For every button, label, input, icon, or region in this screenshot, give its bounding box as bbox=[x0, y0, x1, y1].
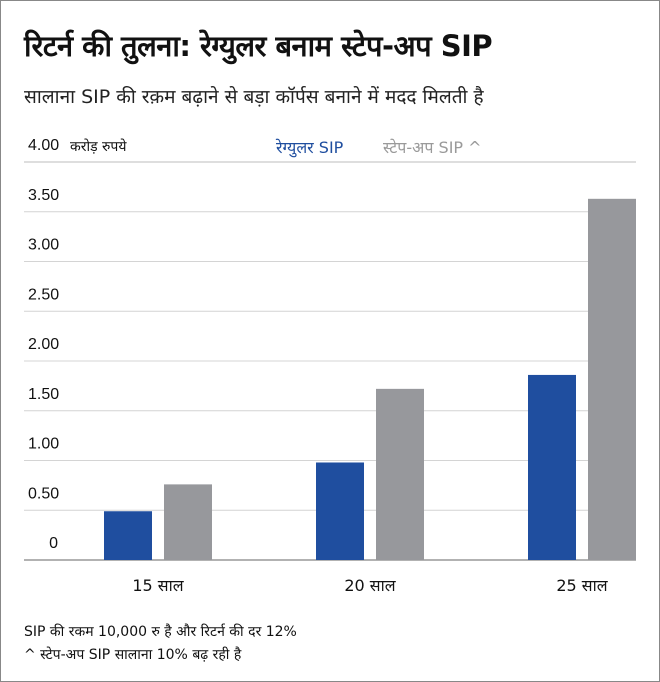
y-tick-label: 0.50 bbox=[28, 485, 59, 502]
y-tick-label: 2.00 bbox=[28, 336, 59, 353]
bar-regular-2 bbox=[528, 374, 576, 560]
bar-regular-1 bbox=[316, 462, 364, 560]
bar-step-up-0 bbox=[164, 484, 212, 560]
footnote-sip-amount: SIP की रकम 10,000 रु है और रिटर्न की दर … bbox=[24, 624, 297, 640]
chart-title: रिटर्न की तुलना: रेग्युलर बनाम स्टेप-अप … bbox=[24, 29, 493, 63]
legend-step-up-sip: स्टेप-अप SIP ^ bbox=[383, 138, 482, 157]
y-tick-label: 3.00 bbox=[28, 237, 59, 254]
chart-subtitle: सालाना SIP की रक़म बढ़ाने से बड़ा कॉर्पस… bbox=[24, 86, 484, 108]
y-tick-label: 4.00 bbox=[28, 137, 59, 154]
y-axis-unit-label: करोड़ रुपये bbox=[70, 139, 127, 155]
y-tick-label: 2.50 bbox=[28, 286, 59, 303]
bar-step-up-1 bbox=[376, 388, 424, 560]
x-tick-label: 15 साल bbox=[132, 576, 184, 595]
y-tick-label: 3.50 bbox=[28, 187, 59, 204]
bar-regular-0 bbox=[104, 511, 152, 560]
y-tick-label: 1.50 bbox=[28, 386, 59, 403]
legend-regular-sip: रेग्युलर SIP bbox=[276, 138, 344, 157]
bar-step-up-2 bbox=[588, 198, 636, 560]
x-tick-label: 25 साल bbox=[556, 576, 608, 595]
footnote-step-up: ^ स्टेप-अप SIP सालाना 10% बढ़ रही है bbox=[24, 647, 242, 663]
x-tick-label: 20 साल bbox=[344, 576, 396, 595]
y-tick-label: 0 bbox=[49, 535, 58, 552]
y-tick-label: 1.00 bbox=[28, 436, 59, 453]
